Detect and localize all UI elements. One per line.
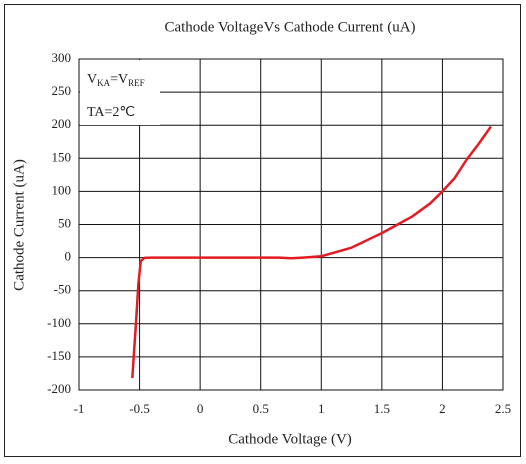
series-line: [131, 125, 492, 379]
x-tick-label: 0: [197, 401, 204, 416]
y-tick-label: -200: [47, 381, 71, 396]
legend-v2: =V: [110, 72, 128, 87]
legend-sub1: KA: [97, 78, 110, 88]
legend-sub2: REF: [128, 78, 145, 88]
y-tick-label: 200: [52, 116, 72, 131]
y-axis-label: Cathode Current (uA): [11, 159, 27, 291]
x-axis-label: Cathode Voltage (V): [228, 431, 352, 447]
y-tick-label: -50: [54, 282, 71, 297]
x-tick-label: -1: [74, 401, 85, 416]
x-tick-label: 2.5: [495, 401, 511, 416]
y-tick-label: -100: [47, 315, 71, 330]
annotation: TA=2℃: [87, 105, 135, 120]
y-tick-label: 0: [65, 249, 72, 264]
x-tick-label: 1: [318, 401, 325, 416]
y-tick-label: 150: [52, 149, 72, 164]
y-tick-label: -150: [47, 348, 71, 363]
y-tick-label: 100: [52, 182, 72, 197]
x-tick-label: 0.5: [253, 401, 269, 416]
x-tick-label: 2: [439, 401, 446, 416]
x-tick-label: 1.5: [374, 401, 390, 416]
legend-v1: V: [87, 72, 97, 87]
x-tick-label: -0.5: [129, 401, 150, 416]
chart-title: Cathode VoltageVs Cathode Current (uA): [164, 19, 415, 35]
y-tick-label: 50: [58, 215, 71, 230]
legend-text: VKA=VREF: [87, 72, 145, 88]
plot: [131, 125, 492, 379]
y-tick-label: 300: [52, 50, 72, 65]
annotation-box: [80, 60, 160, 125]
y-tick-label: 250: [52, 83, 72, 98]
